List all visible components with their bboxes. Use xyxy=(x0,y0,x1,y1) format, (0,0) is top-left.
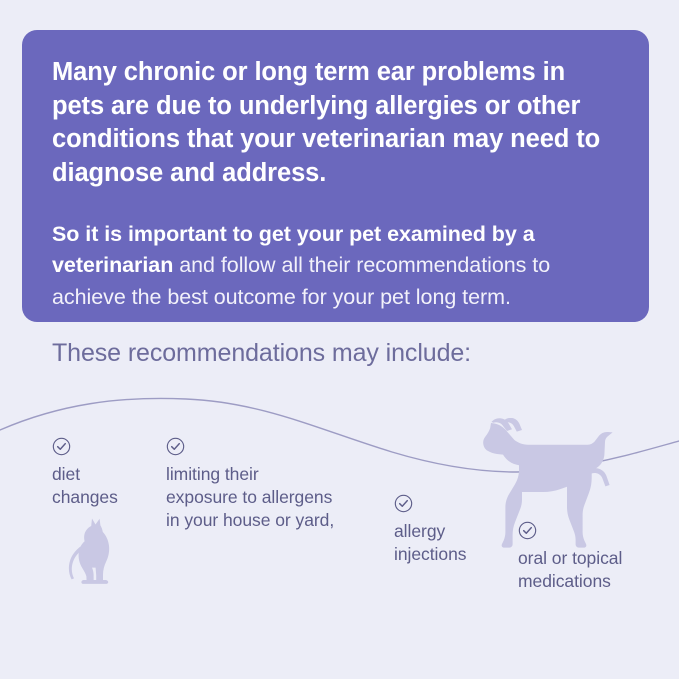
recommendation-label: oral or topical medications xyxy=(518,548,623,591)
check-circle-icon xyxy=(394,494,413,513)
callout-body-rest: and follow all their recommendations to … xyxy=(52,253,551,309)
callout-lead-paragraph: Many chronic or long term ear problems i… xyxy=(52,58,601,187)
recommendation-item-oral-topical-meds: oral or topical medications xyxy=(518,521,673,593)
cat-silhouette-icon xyxy=(68,518,110,584)
recommendation-item-limit-allergens: limiting their exposure to allergens in … xyxy=(166,437,371,531)
check-circle-icon xyxy=(518,521,537,540)
callout-body-paragraph: So it is important to get your pet exami… xyxy=(52,219,619,314)
recommendation-label: limiting their exposure to allergens in … xyxy=(166,464,335,530)
recommendation-item-allergy-injections: allergy injections xyxy=(394,494,514,566)
recommendation-item-diet-changes: diet changes xyxy=(52,437,172,509)
check-circle-icon xyxy=(166,437,185,456)
check-circle-icon xyxy=(52,437,71,456)
recommendation-label: diet changes xyxy=(52,464,118,507)
callout-card: Many chronic or long term ear problems i… xyxy=(22,30,649,322)
callout-body-emphasis: So it is important to get your pet exami… xyxy=(52,221,535,278)
recommendation-label: allergy injections xyxy=(394,521,467,564)
section-heading: These recommendations may include: xyxy=(52,339,472,367)
